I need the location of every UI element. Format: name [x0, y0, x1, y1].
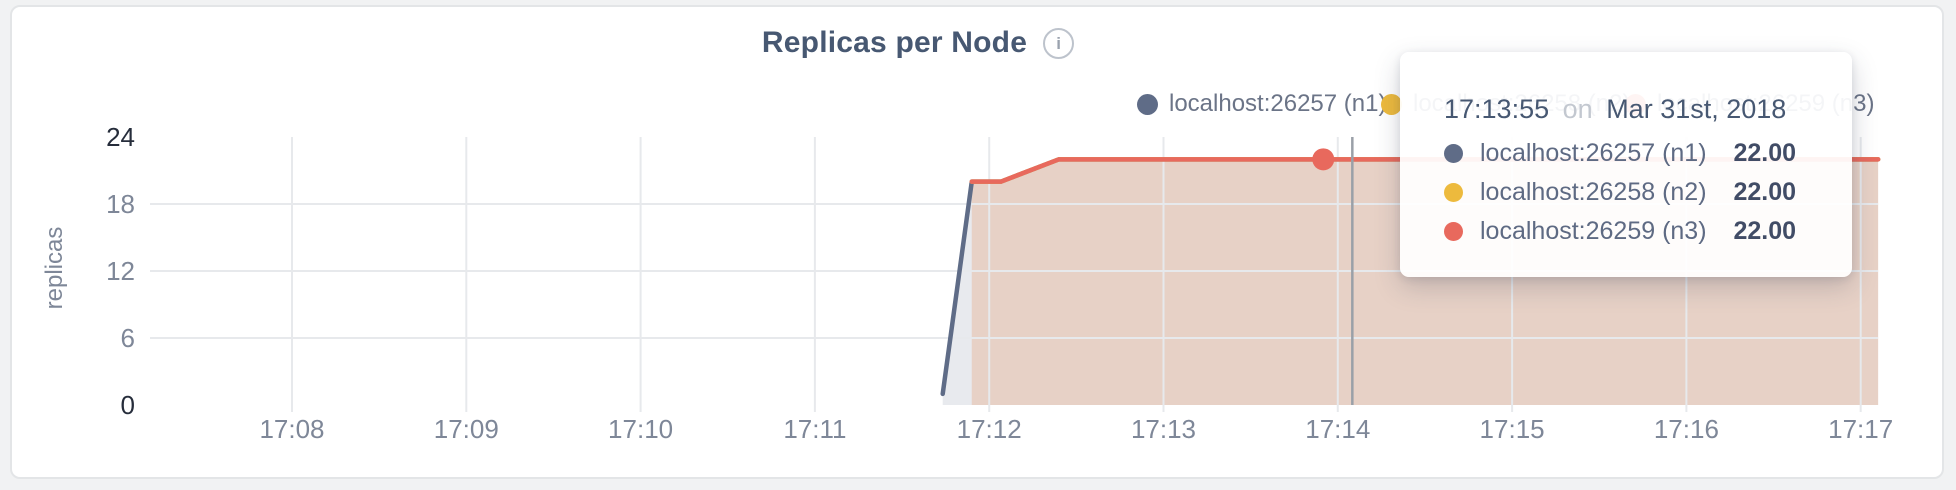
series-dot-icon	[1444, 183, 1463, 202]
y-tick-label: 0	[120, 390, 135, 420]
series-dot-icon	[1444, 222, 1463, 241]
x-tick-label: 17:08	[259, 414, 325, 444]
x-tick-label: 17:09	[433, 414, 499, 444]
y-tick-label: 18	[106, 188, 135, 219]
tooltip-series-value: 22.00	[1733, 178, 1796, 206]
legend-item-label: localhost:26257 (n1)	[1169, 90, 1387, 117]
legend-item-localhost-26257-n1[interactable]: localhost:26257 (n1)	[1137, 90, 1386, 118]
hover-point-icon	[1312, 148, 1335, 171]
y-tick-label: 6	[120, 322, 135, 353]
x-tick-label: 17:10	[608, 414, 674, 444]
legend-dot-icon	[1137, 93, 1158, 115]
hover-tooltip: 17:13:55 on Mar 31st, 2018 localhost:262…	[1400, 52, 1852, 277]
chart-title: Replicas per Node	[761, 26, 1028, 59]
x-tick-label: 17:11	[783, 414, 847, 444]
x-tick-label: 17:16	[1653, 414, 1719, 444]
series-dot-icon	[1444, 144, 1463, 163]
tooltip-series-value: 22.00	[1733, 217, 1796, 245]
tooltip-row: localhost:26259 (n3) 22.00	[1444, 212, 1796, 251]
tooltip-header: 17:13:55 on Mar 31st, 2018	[1444, 94, 1796, 124]
tooltip-series-value: 22.00	[1733, 139, 1796, 167]
y-tick-label: 24	[106, 121, 135, 152]
x-tick-label: 17:15	[1479, 414, 1545, 444]
tooltip-time: 17:13:55	[1444, 94, 1550, 124]
tooltip-series-label: localhost:26257 (n1)	[1480, 139, 1707, 167]
tooltip-series-label: localhost:26259 (n3)	[1480, 217, 1707, 245]
tooltip-connector: on	[1562, 94, 1593, 124]
tooltip-row: localhost:26258 (n2) 22.00	[1444, 173, 1796, 212]
y-tick-label: 12	[106, 255, 135, 286]
x-tick-label: 17:12	[956, 414, 1022, 444]
legend-dot-icon	[1381, 93, 1402, 115]
x-tick-label: 17:13	[1130, 414, 1197, 444]
chart-header: Replicas per Node i	[0, 26, 1956, 60]
tooltip-row: localhost:26257 (n1) 22.00	[1444, 134, 1796, 173]
x-tick-label: 17:14	[1305, 414, 1371, 444]
x-tick-label: 17:17	[1828, 414, 1894, 444]
tooltip-rows: localhost:26257 (n1) 22.00 localhost:26258…	[1444, 134, 1796, 251]
tooltip-series-label: localhost:26258 (n2)	[1480, 178, 1707, 206]
info-icon[interactable]: i	[1043, 27, 1075, 59]
tooltip-date: Mar 31st, 2018	[1606, 94, 1787, 124]
